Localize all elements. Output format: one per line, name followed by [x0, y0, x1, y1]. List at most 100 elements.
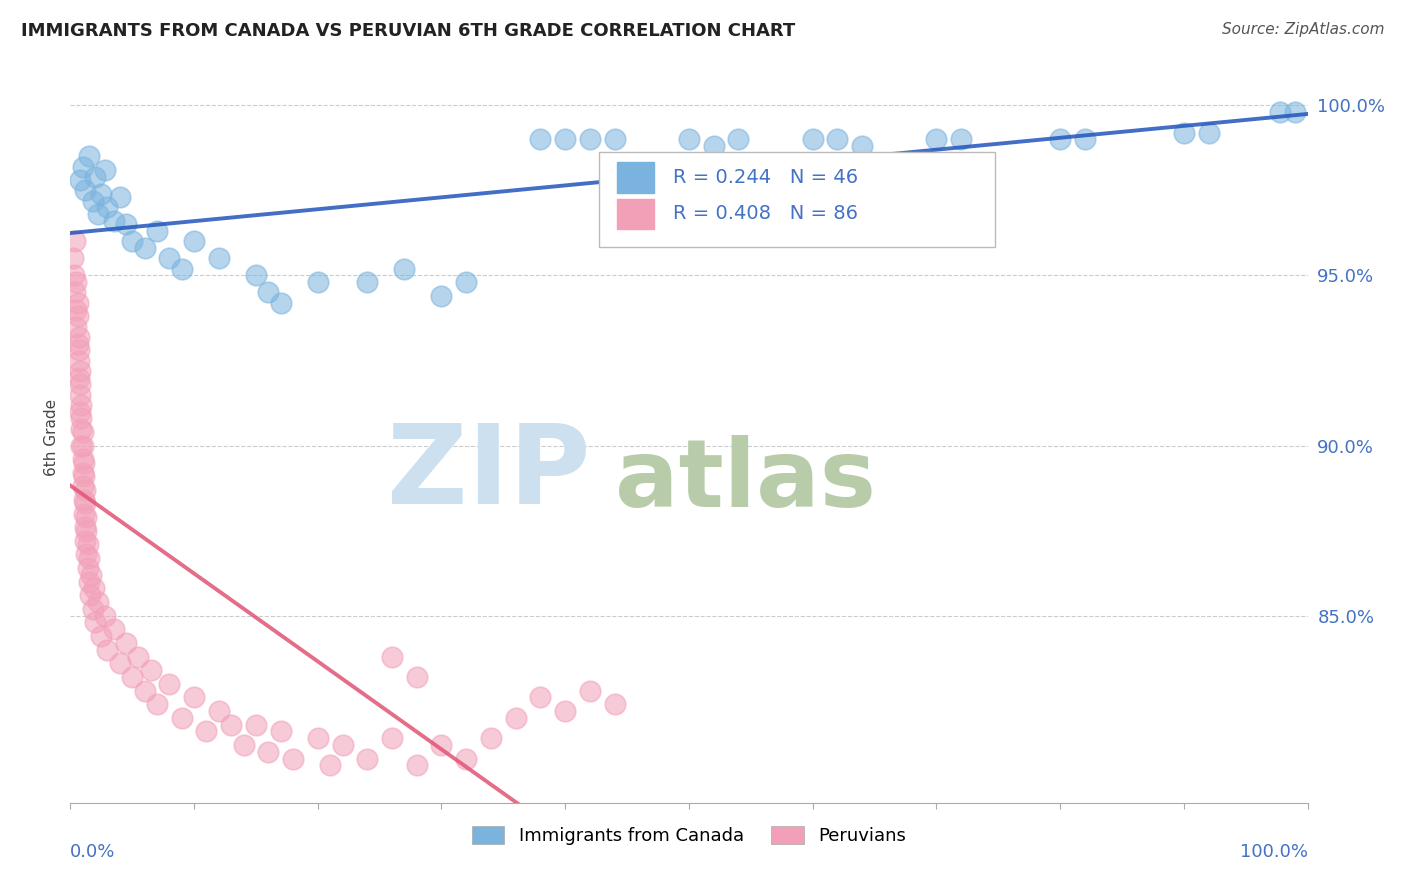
Point	[96, 201, 118, 215]
Point	[157, 252, 180, 266]
Point	[76, 561, 98, 575]
Point	[270, 295, 292, 310]
Point	[183, 235, 205, 249]
Point	[63, 268, 86, 283]
Point	[134, 241, 156, 255]
Point	[67, 370, 90, 384]
Point	[75, 183, 97, 197]
Point	[430, 738, 453, 752]
Point	[72, 160, 94, 174]
Point	[170, 711, 193, 725]
Point	[65, 285, 87, 300]
Point	[1049, 132, 1071, 146]
Point	[70, 439, 93, 453]
Text: 0.0%: 0.0%	[70, 843, 115, 861]
Point	[727, 132, 749, 146]
Point	[65, 319, 87, 334]
Point	[1198, 126, 1220, 140]
Point	[505, 711, 527, 725]
Point	[67, 329, 90, 343]
Point	[65, 275, 87, 289]
Point	[108, 190, 131, 204]
Legend: Immigrants from Canada, Peruvians: Immigrants from Canada, Peruvians	[465, 819, 912, 852]
Point	[134, 683, 156, 698]
Point	[69, 173, 91, 187]
Point	[90, 186, 112, 201]
Point	[257, 745, 280, 759]
Point	[678, 132, 700, 146]
Point	[1270, 105, 1292, 120]
Point	[69, 364, 91, 378]
Point	[115, 636, 138, 650]
Point	[103, 622, 125, 636]
Point	[245, 717, 267, 731]
Point	[245, 268, 267, 283]
Point	[73, 456, 96, 470]
Point	[1074, 132, 1097, 146]
Point	[356, 751, 378, 765]
FancyBboxPatch shape	[617, 162, 654, 193]
Point	[72, 479, 94, 493]
Point	[456, 751, 478, 765]
Point	[121, 235, 143, 249]
Point	[70, 398, 93, 412]
Point	[405, 758, 427, 772]
Point	[121, 670, 143, 684]
Point	[67, 353, 90, 368]
Point	[66, 310, 89, 324]
Point	[405, 670, 427, 684]
Point	[356, 275, 378, 289]
Point	[70, 411, 93, 425]
Text: ZIP: ZIP	[387, 420, 591, 527]
Point	[554, 132, 576, 146]
Point	[529, 132, 551, 146]
Point	[332, 738, 354, 752]
Point	[801, 132, 824, 146]
Point	[84, 169, 107, 184]
Point	[69, 377, 91, 392]
Point	[1173, 126, 1195, 140]
Point	[75, 524, 97, 538]
Point	[86, 207, 108, 221]
Point	[208, 704, 231, 718]
Point	[75, 510, 97, 524]
Point	[1284, 105, 1306, 120]
FancyBboxPatch shape	[617, 199, 654, 229]
FancyBboxPatch shape	[599, 152, 994, 247]
Point	[82, 602, 104, 616]
Point	[554, 704, 576, 718]
Point	[579, 132, 602, 146]
Point	[75, 483, 97, 497]
Point	[75, 533, 97, 548]
Point	[69, 404, 91, 418]
Point	[529, 690, 551, 705]
Point	[925, 132, 948, 146]
Point	[579, 683, 602, 698]
Point	[127, 649, 149, 664]
Point	[307, 275, 329, 289]
Text: Source: ZipAtlas.com: Source: ZipAtlas.com	[1222, 22, 1385, 37]
Point	[115, 218, 138, 232]
Point	[281, 751, 304, 765]
Point	[62, 252, 84, 266]
Point	[66, 336, 89, 351]
Point	[270, 724, 292, 739]
Point	[83, 582, 105, 596]
Point	[86, 595, 108, 609]
Point	[65, 302, 87, 317]
Point	[75, 548, 97, 562]
Point	[851, 139, 873, 153]
Point	[195, 724, 218, 739]
Point	[232, 738, 254, 752]
Point	[183, 690, 205, 705]
Point	[73, 469, 96, 483]
Point	[219, 717, 242, 731]
Point	[69, 387, 91, 401]
Point	[603, 697, 626, 711]
Point	[139, 663, 162, 677]
Point	[94, 608, 117, 623]
Point	[66, 295, 89, 310]
Point	[319, 758, 342, 772]
Point	[72, 425, 94, 439]
Point	[950, 132, 973, 146]
